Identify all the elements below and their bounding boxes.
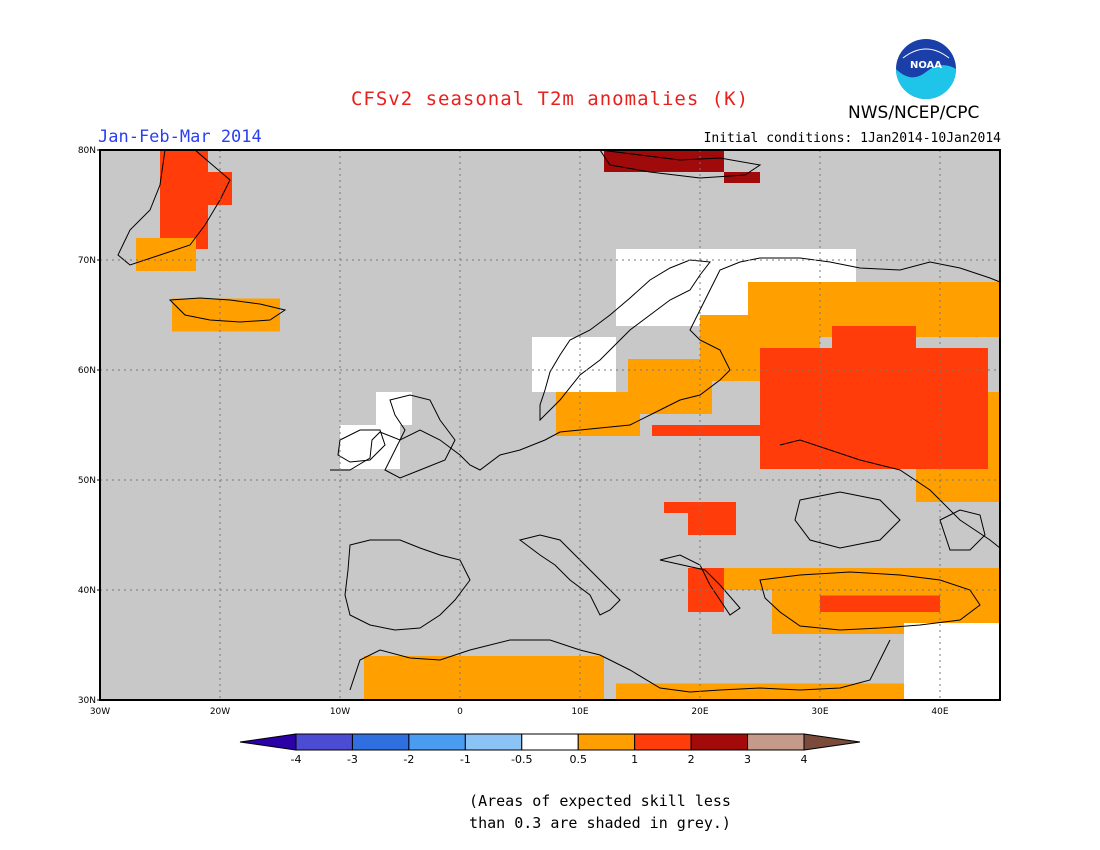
anomaly-cell-white (904, 623, 1000, 700)
colorbar: -4 -3 -2 -1 -0.5 0.5 1 2 3 4 (239, 733, 861, 766)
lon-tick-label: 0 (457, 707, 463, 717)
lat-tick-label: 40N (78, 586, 96, 596)
lon-tick-label: 30W (90, 707, 110, 717)
colorbar-label: 0.5 (569, 753, 587, 766)
anomaly-cell-orange (556, 392, 640, 436)
forecast-period: Jan-Feb-Mar 2014 (98, 127, 262, 147)
anomaly-cell-dark_red (604, 150, 724, 172)
colorbar-label: -1 (460, 753, 471, 766)
colorbar-arrow-right (803, 733, 861, 751)
coastlines (117, 149, 1001, 693)
lon-tick-label: 20W (210, 707, 230, 717)
noaa-logo: NOAA (895, 38, 957, 100)
lat-tick-label: 70N (78, 256, 96, 266)
lat-tick-label: 80N (78, 146, 96, 156)
anomaly-cell-red (664, 502, 688, 513)
colorbar-swatch (295, 733, 353, 751)
footnote: (Areas of expected skill less than 0.3 a… (0, 790, 1100, 834)
colorbar-label: 2 (688, 753, 695, 766)
chart-title: CFSv2 seasonal T2m anomalies (K) (350, 88, 750, 110)
colorbar-label: 3 (744, 753, 751, 766)
lat-tick-label: 60N (78, 366, 96, 376)
lon-tick-label: 10W (330, 707, 350, 717)
colorbar-swatch (521, 733, 579, 751)
anomaly-cell-white (340, 425, 400, 469)
colorbar-swatch (464, 733, 523, 751)
colorbar-swatch (577, 733, 636, 751)
lon-tick-label: 10E (571, 707, 588, 717)
colorbar-swatch (690, 733, 749, 751)
map-frame (99, 149, 1001, 701)
anomaly-cell-red (160, 172, 232, 205)
anomaly-cell-dark_red (724, 172, 760, 183)
lon-tick-label: 30E (811, 707, 828, 717)
agency-label: NWS/NCEP/CPC (848, 103, 980, 123)
anomaly-cell-white (376, 392, 412, 425)
anomaly-cell-orange (172, 298, 280, 332)
anomaly-cell-red (652, 425, 772, 436)
lat-tick-label: 50N (78, 476, 96, 486)
anomaly-cell-red (688, 502, 736, 535)
anomaly-cell-orange (628, 359, 712, 414)
footnote-line-2: than 0.3 are shaded in grey.) (469, 814, 731, 832)
colorbar-swatch (408, 733, 466, 751)
colorbar-swatch (747, 733, 805, 751)
anomaly-cell-orange (136, 238, 196, 271)
colorbar-label: 1 (631, 753, 638, 766)
colorbar-swatch (351, 733, 410, 751)
colorbar-swatch (634, 733, 692, 751)
colorbar-label: -4 (291, 753, 302, 766)
anomaly-cell-orange (700, 568, 1000, 590)
lon-tick-label: 20E (691, 707, 708, 717)
map-grid (100, 150, 1000, 700)
longitude-labels: 30W 20W 10W 0 10E 20E 30E 40E (90, 707, 949, 717)
lon-tick-label: 40E (931, 707, 948, 717)
footnote-line-1: (Areas of expected skill less (469, 792, 731, 810)
colorbar-label: -0.5 (511, 753, 532, 766)
latitude-labels: 80N 70N 60N 50N 40N 30N (78, 146, 100, 706)
anomaly-cell-orange (364, 656, 604, 700)
lat-tick-label: 30N (78, 696, 96, 706)
initial-conditions: Initial conditions: 1Jan2014-10Jan2014 (703, 131, 1001, 146)
colorbar-label: -2 (403, 753, 414, 766)
logo-text: NOAA (910, 60, 942, 71)
colorbar-label: -3 (347, 753, 358, 766)
anomaly-cell-white (532, 337, 616, 392)
anomaly-cell-red (832, 326, 916, 370)
colorbar-arrow-left (239, 733, 297, 751)
colorbar-label: 4 (801, 753, 808, 766)
anomaly-cell-red (820, 595, 940, 612)
